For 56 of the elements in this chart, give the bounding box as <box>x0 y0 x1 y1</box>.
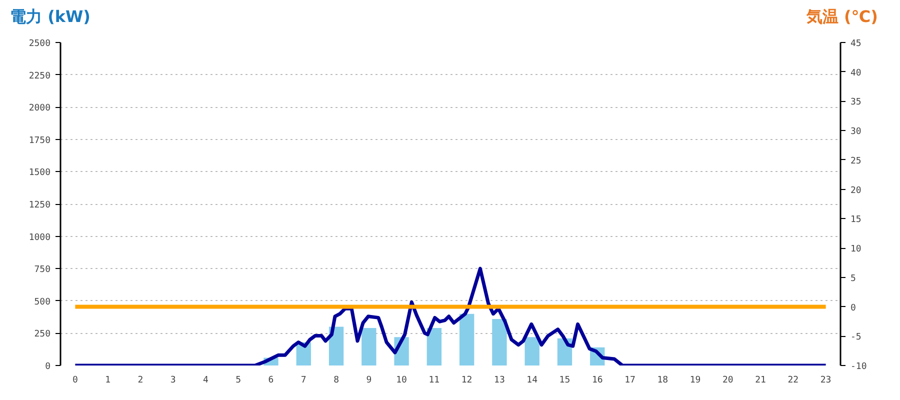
x-tick-label: 16 <box>592 376 603 386</box>
y2-tick-label: 20 <box>850 186 862 196</box>
x-tick-label: 1 <box>105 376 111 386</box>
x-tick-label: 4 <box>203 376 208 386</box>
bar <box>459 314 474 366</box>
y2-tick-label: -10 <box>850 362 867 372</box>
x-tick-label: 23 <box>820 376 832 386</box>
x-tick-label: 2 <box>138 376 144 386</box>
x-tick-label: 18 <box>657 376 668 386</box>
x-tick-label: 6 <box>268 376 274 386</box>
y-tick-label: 250 <box>34 330 51 340</box>
y-tick-label: 1750 <box>28 136 51 146</box>
y2-tick-label: 0 <box>850 303 856 314</box>
bar <box>328 326 344 366</box>
y2-tick-label: 25 <box>850 156 862 166</box>
x-tick-label: 10 <box>396 376 407 386</box>
x-tick-label: 22 <box>788 376 799 386</box>
y-tick-label: 1250 <box>28 200 51 210</box>
x-tick-label: 5 <box>236 376 242 386</box>
y-tick-label: 1500 <box>28 168 51 178</box>
x-tick-label: 21 <box>755 376 766 386</box>
x-tick-label: 11 <box>428 376 440 386</box>
y-tick-label: 1000 <box>28 232 51 243</box>
bar <box>362 328 376 366</box>
y-tick-label: 0 <box>45 362 51 372</box>
y2-tick-label: 5 <box>850 274 856 284</box>
y-axis-title: 電力 (kW) <box>10 6 90 28</box>
y2-axis-title: 気温 (℃) <box>806 6 878 28</box>
y2-tick-label: 35 <box>850 98 862 108</box>
x-tick-label: 12 <box>461 376 472 386</box>
x-tick-label: 15 <box>559 376 570 386</box>
bar <box>524 337 540 366</box>
y-tick-label: 2500 <box>28 39 51 49</box>
y2-tick-label: 45 <box>850 39 862 49</box>
y2-tick-label: -5 <box>850 332 862 343</box>
x-tick-label: 8 <box>334 376 339 386</box>
y-tick-label: 2000 <box>28 104 51 114</box>
bar <box>492 318 507 366</box>
x-tick-label: 19 <box>690 376 701 386</box>
x-tick-label: 7 <box>300 376 306 386</box>
y2-tick-label: 15 <box>850 215 862 226</box>
bar <box>426 328 442 366</box>
y-tick-label: 750 <box>34 265 51 276</box>
x-tick-label: 9 <box>366 376 372 386</box>
y-tick-label: 500 <box>34 297 51 308</box>
x-tick-label: 14 <box>526 376 538 386</box>
line-series <box>73 266 828 366</box>
y-tick-label: 2250 <box>28 71 51 82</box>
x-tick-label: 20 <box>722 376 734 386</box>
y2-tick-label: 40 <box>850 68 862 78</box>
x-tick-label: 3 <box>170 376 176 386</box>
x-tick-label: 0 <box>72 376 78 386</box>
y2-tick-label: 30 <box>850 127 862 138</box>
x-tick-label: 13 <box>494 376 505 386</box>
y2-tick-label: 10 <box>850 244 862 255</box>
x-tick-label: 17 <box>624 376 636 386</box>
